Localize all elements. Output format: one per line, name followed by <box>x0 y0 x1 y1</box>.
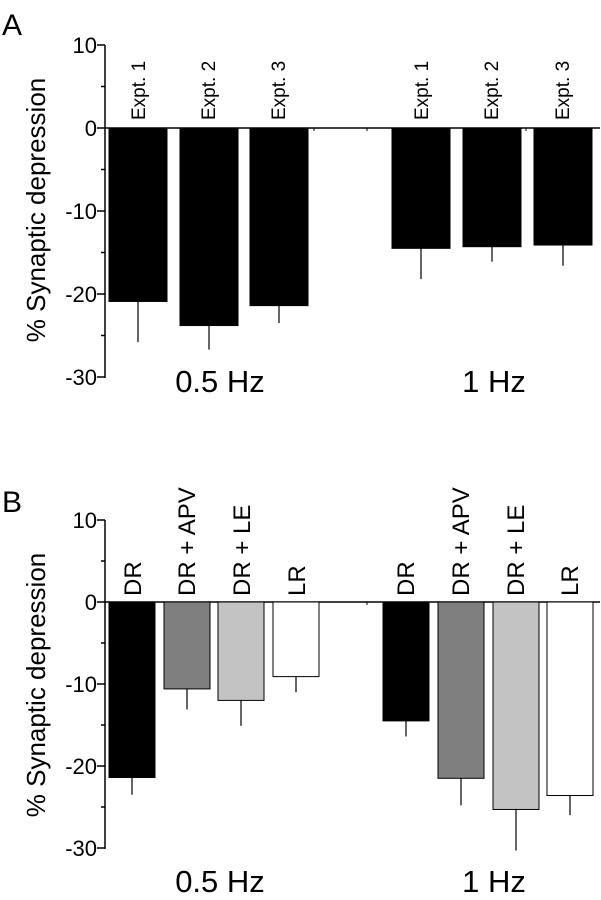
panel-b-bar <box>492 601 540 810</box>
panel-b-y-ticks: 10 0 -10 -20 -30 <box>65 508 97 861</box>
panel-b-ytick-label: -20 <box>65 754 97 779</box>
panel-a-ytick-label: 10 <box>73 33 97 58</box>
panel-b-category-label: DR + LE <box>503 505 530 596</box>
panel-a-ytick-label: -30 <box>65 365 97 390</box>
panel-a-letter: A <box>2 9 22 42</box>
panel-a-category-label: Expt. 1 <box>412 61 433 120</box>
panel-a-bar <box>108 127 168 302</box>
panel-b-bar <box>382 601 430 722</box>
panel-b-bar <box>272 601 320 678</box>
panel-a-bar <box>249 127 309 307</box>
panel-b-ytick-label: -10 <box>65 672 97 697</box>
panel-a-bar <box>179 127 239 327</box>
panel-a-bars <box>97 44 593 378</box>
panel-b-category-label: DR + APV <box>448 487 475 596</box>
panel-b-y-axis-label: % Synaptic depression <box>21 553 51 817</box>
panel-a-bar <box>391 127 451 249</box>
panel-b-ytick-label: -30 <box>65 836 97 861</box>
panel-a-category-label: Expt. 2 <box>482 61 503 120</box>
panel-a-category-labels: Expt. 1 Expt. 2 Expt. 3 Expt. 1 Expt. 2 … <box>129 61 574 120</box>
panel-a-bar <box>462 127 522 248</box>
panel-a: A % Synaptic depression 10 0 -10 -20 -30… <box>2 9 600 399</box>
panel-a-y-axis-label: % Synaptic depression <box>21 78 51 342</box>
panel-b-category-labels: DR DR + APV DR + LE LR DR DR + APV DR + … <box>120 487 584 596</box>
panel-b-category-label: LR <box>284 565 311 596</box>
panel-a-group-label-1: 1 Hz <box>462 364 526 399</box>
panel-b-group-labels: 0.5 Hz 1 Hz <box>175 864 526 899</box>
panel-b-category-label: DR + LE <box>229 505 256 596</box>
panel-b-bar <box>217 601 265 701</box>
panel-a-group-label-0: 0.5 Hz <box>175 364 265 399</box>
panel-b-ytick-label: 0 <box>85 590 97 615</box>
panel-b-category-label: DR + APV <box>174 487 201 596</box>
panel-b-category-label: DR <box>120 561 147 596</box>
panel-a-category-label: Expt. 1 <box>129 61 150 120</box>
panel-a-ytick-label: -10 <box>65 199 97 224</box>
panel-b-bar <box>163 601 211 690</box>
panel-a-category-label: Expt. 3 <box>269 61 290 120</box>
panel-b-bar <box>108 601 156 778</box>
panel-a-group-labels: 0.5 Hz 1 Hz <box>175 364 526 399</box>
panel-a-bar <box>533 127 593 246</box>
panel-b-category-label: LR <box>557 565 584 596</box>
panel-b-group-label-0: 0.5 Hz <box>175 864 265 899</box>
panel-b-bar <box>437 601 485 779</box>
panel-b-ytick-label: 10 <box>73 508 97 533</box>
panel-b-letter: B <box>2 486 22 519</box>
panel-b-bar <box>546 601 594 797</box>
panel-a-y-ticks: 10 0 -10 -20 -30 <box>65 33 97 390</box>
panel-a-ytick-label: 0 <box>85 116 97 141</box>
panel-a-ytick-label: -20 <box>65 282 97 307</box>
panel-a-category-label: Expt. 3 <box>553 61 574 120</box>
panel-a-axes <box>104 45 600 378</box>
panel-a-category-label: Expt. 2 <box>199 61 220 120</box>
panel-b-group-label-1: 1 Hz <box>462 864 526 899</box>
panel-b: B % Synaptic depression 10 0 -10 -20 -30… <box>2 486 600 899</box>
panel-b-category-label: DR <box>393 561 420 596</box>
panel-b-bars <box>97 519 594 851</box>
